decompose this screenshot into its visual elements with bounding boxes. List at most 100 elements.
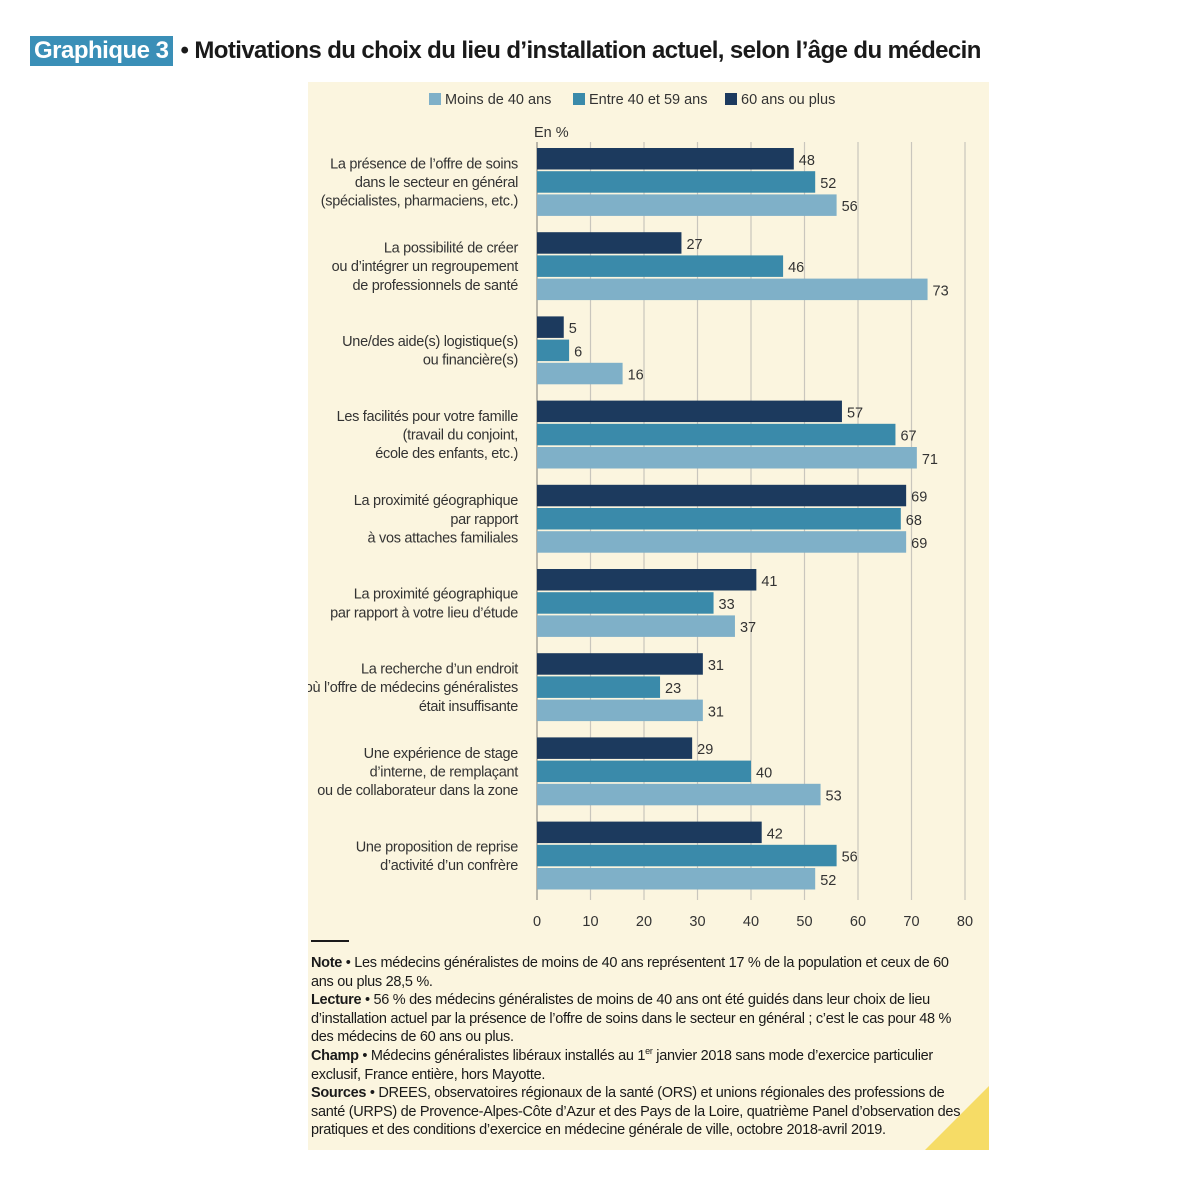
bar xyxy=(537,278,928,301)
x-tick-label: 10 xyxy=(582,914,598,930)
x-tick-label: 60 xyxy=(850,914,866,930)
legend-label: Moins de 40 ans xyxy=(445,92,551,108)
category-label: ou financière(s) xyxy=(423,353,518,369)
x-tick-label: 30 xyxy=(689,914,705,930)
data-label: 31 xyxy=(708,704,724,720)
champ-paragraph: Champ • Médecins généralistes libéraux i… xyxy=(311,1047,973,1084)
bar xyxy=(537,615,735,637)
data-label: 42 xyxy=(767,826,783,842)
category-label: La présence de l’offre de soins xyxy=(330,156,518,172)
x-tick-label: 20 xyxy=(636,914,652,930)
lecture-label: Lecture xyxy=(311,992,362,1009)
data-label: 73 xyxy=(933,283,949,299)
chart-notes: Note • Les médecins généralistes de moin… xyxy=(311,940,973,1140)
note-label: Note xyxy=(311,955,343,971)
data-label: 27 xyxy=(686,237,702,253)
lecture-paragraph: Lecture • 56 % des médecins généralistes… xyxy=(311,991,973,1047)
champ-superscript: er xyxy=(645,1046,653,1057)
bar xyxy=(537,362,623,385)
bar xyxy=(537,676,661,698)
lecture-text: • 56 % des médecins généralistes de moin… xyxy=(311,992,952,1046)
data-label: 16 xyxy=(628,368,644,384)
data-label: 5 xyxy=(569,321,577,337)
x-tick-label: 70 xyxy=(903,914,919,930)
data-label: 33 xyxy=(719,597,735,613)
bar xyxy=(537,783,821,806)
category-label: La proximité géographique xyxy=(354,493,518,509)
data-label: 6 xyxy=(574,344,582,360)
legend-swatch xyxy=(429,93,441,105)
champ-text-1: • Médecins généralistes libéraux install… xyxy=(358,1047,646,1064)
category-label: d’interne, de remplaçant xyxy=(370,764,519,780)
bar xyxy=(537,760,751,783)
x-tick-label: 50 xyxy=(796,914,812,930)
bar xyxy=(537,171,816,193)
category-label: Une/des aide(s) logistique(s) xyxy=(342,334,518,350)
bar xyxy=(537,844,837,867)
data-label: 40 xyxy=(756,765,772,781)
bar xyxy=(537,653,703,675)
category-label: Une proposition de reprise xyxy=(356,839,519,855)
bar xyxy=(537,592,714,614)
category-label: où l’offre de médecins généralistes xyxy=(308,680,518,696)
data-label: 71 xyxy=(922,452,938,468)
data-label: 29 xyxy=(697,742,713,758)
category-label: était insuffisante xyxy=(419,699,518,715)
bar xyxy=(537,316,564,338)
data-label: 31 xyxy=(708,658,724,674)
data-label: 69 xyxy=(911,536,927,552)
data-label: 56 xyxy=(842,199,858,215)
figure-title: • Motivations du choix du lieu d’install… xyxy=(180,37,982,64)
legend-swatch xyxy=(725,93,737,105)
bar xyxy=(537,194,837,216)
category-label: d’activité d’un confrère xyxy=(380,858,518,874)
category-label: à vos attaches familiales xyxy=(368,530,519,546)
bar xyxy=(537,423,896,446)
bar xyxy=(537,737,693,759)
bar xyxy=(537,508,901,530)
sources-label: Sources xyxy=(311,1085,367,1102)
category-label: ou de collaborateur dans la zone xyxy=(317,783,518,799)
bar xyxy=(537,339,570,362)
category-label: dans le secteur en général xyxy=(355,175,518,191)
category-label: La possibilité de créer xyxy=(384,241,519,257)
champ-text-2: janvier 2018 sans mode d’exercice partic… xyxy=(311,1047,933,1083)
category-label: (travail du conjoint, xyxy=(403,428,518,444)
bar xyxy=(537,148,794,170)
legend-label: 60 ans ou plus xyxy=(741,92,835,108)
sources-text: • DREES, observatoires régionaux de la s… xyxy=(311,1085,961,1139)
x-tick-label: 80 xyxy=(957,914,973,930)
bar xyxy=(537,232,682,254)
bar xyxy=(537,400,842,423)
champ-label: Champ xyxy=(311,1047,359,1064)
bar xyxy=(537,868,816,890)
category-label: Les facilités pour votre famille xyxy=(337,409,519,425)
legend-label: Entre 40 et 59 ans xyxy=(589,92,708,108)
category-label: La recherche d’un endroit xyxy=(361,662,518,678)
data-label: 53 xyxy=(826,789,842,805)
unit-label: En % xyxy=(534,125,569,141)
category-label: Une expérience de stage xyxy=(364,746,519,762)
data-label: 52 xyxy=(820,176,836,192)
data-label: 52 xyxy=(820,873,836,889)
data-label: 46 xyxy=(788,260,804,276)
category-label: (spécialistes, pharmaciens, etc.) xyxy=(321,194,518,210)
category-label: par rapport à votre lieu d’étude xyxy=(330,605,518,621)
bar xyxy=(537,255,784,277)
data-label: 69 xyxy=(911,490,927,506)
note-paragraph: Note • Les médecins généralistes de moin… xyxy=(311,954,973,991)
corner-decoration xyxy=(925,1086,989,1150)
legend-swatch xyxy=(573,93,585,105)
x-tick-label: 0 xyxy=(533,914,541,930)
data-label: 23 xyxy=(665,681,681,697)
category-label: ou d’intégrer un regroupement xyxy=(332,259,519,275)
category-label: La proximité géographique xyxy=(354,587,518,603)
figure-header: Graphique 3 • Motivations du choix du li… xyxy=(30,34,981,68)
figure-label: Graphique 3 xyxy=(30,36,173,66)
data-label: 41 xyxy=(761,574,777,590)
data-label: 68 xyxy=(906,513,922,529)
x-tick-label: 40 xyxy=(743,914,759,930)
bar xyxy=(537,699,703,722)
notes-divider xyxy=(311,940,349,942)
sources-paragraph: Sources • DREES, observatoires régionaux… xyxy=(311,1084,973,1140)
